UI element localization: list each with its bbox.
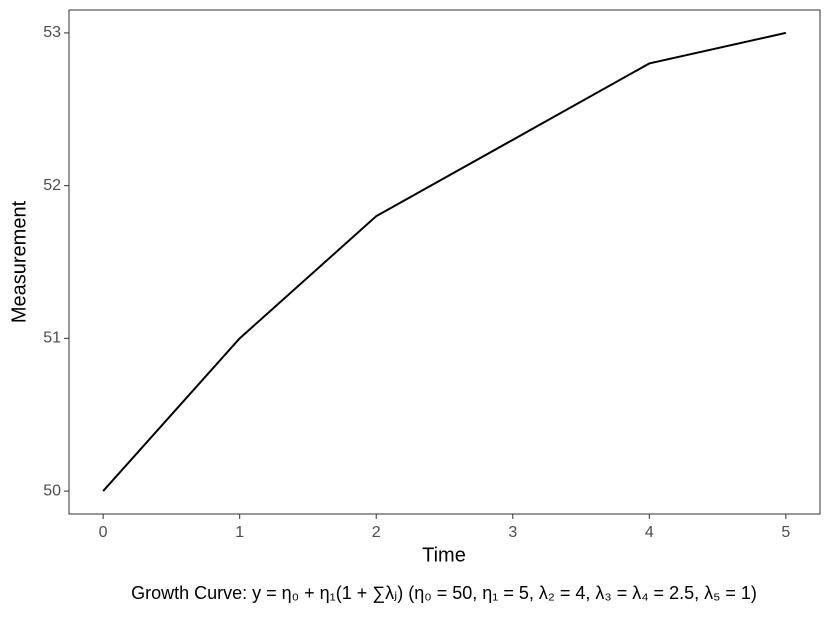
plot-border bbox=[68, 9, 821, 515]
y-tick-label: 51 bbox=[43, 330, 61, 347]
x-tick-label: 4 bbox=[645, 524, 654, 541]
caption: Growth Curve: y = η₀ + η₁(1 + ∑λⱼ) (η₀ =… bbox=[131, 583, 757, 603]
x-tick-label: 3 bbox=[508, 524, 517, 541]
x-tick-label: 5 bbox=[781, 524, 790, 541]
y-tick-label: 53 bbox=[43, 24, 61, 41]
x-tick-label: 1 bbox=[235, 524, 244, 541]
y-tick-label: 52 bbox=[43, 177, 61, 194]
x-axis-title: Time bbox=[422, 544, 466, 566]
x-tick-label: 2 bbox=[372, 524, 381, 541]
y-axis-title: Measurement bbox=[8, 200, 30, 323]
y-tick-label: 50 bbox=[43, 482, 61, 499]
line bbox=[102, 31, 787, 492]
x-tick-label: 0 bbox=[99, 524, 108, 541]
